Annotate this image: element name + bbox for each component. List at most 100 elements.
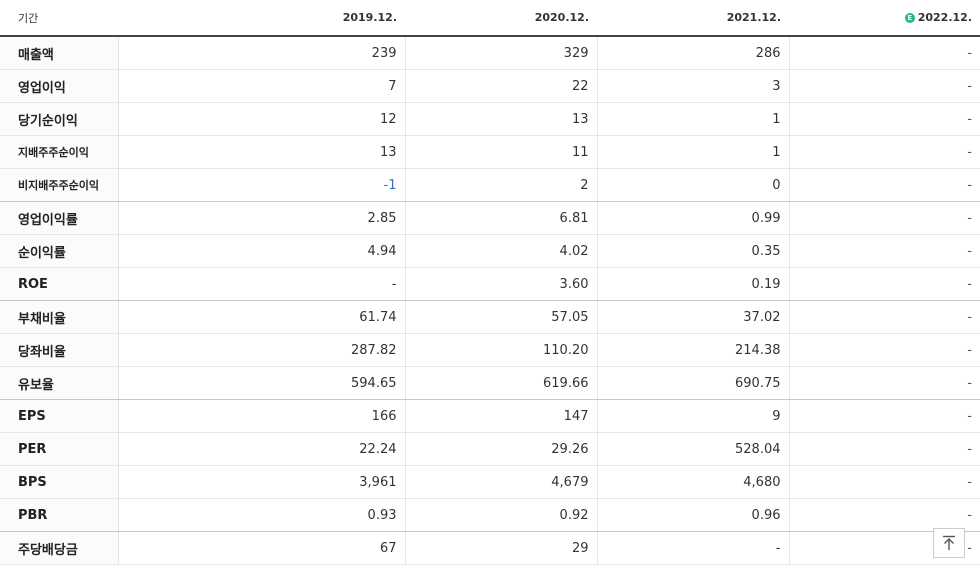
cell: 110.20: [404, 333, 597, 367]
cell: 37.02: [596, 300, 789, 334]
row-label: ROE: [0, 267, 118, 301]
cell: 22: [404, 69, 597, 103]
cell: 1: [596, 102, 789, 136]
cell: 4.94: [117, 234, 405, 268]
cell: 61.74: [117, 300, 405, 334]
cell: -: [117, 267, 405, 301]
table-row: ROE -3.60 0.19-: [0, 267, 980, 301]
year-header: 2019.12.: [118, 0, 405, 37]
scroll-to-top-button[interactable]: [933, 528, 965, 558]
cell: -: [788, 399, 980, 433]
year-header-label: 2022.12.: [917, 11, 972, 24]
cell: -: [788, 168, 980, 202]
cell: -: [788, 465, 980, 499]
table-row: 당기순이익 12 13 1-: [0, 102, 980, 136]
cell: 57.05: [404, 300, 597, 334]
row-label: 영업이익: [0, 69, 118, 103]
table-row: 매출액 239 329 286-: [0, 36, 980, 70]
cell: 4,679: [404, 465, 597, 499]
row-label: 당기순이익: [0, 102, 118, 136]
row-label: PBR: [0, 498, 118, 532]
row-label: 영업이익률: [0, 201, 118, 235]
cell: -: [788, 201, 980, 235]
cell: 11: [404, 135, 597, 169]
cell: 329: [404, 36, 597, 70]
cell: 239: [117, 36, 405, 70]
table-row: 주당배당금 67 29- -: [0, 531, 980, 565]
cell: 7: [117, 69, 405, 103]
period-header: 기간: [0, 0, 118, 37]
row-label: 지배주주순이익: [0, 135, 118, 169]
cell: -: [788, 300, 980, 334]
cell: 147: [404, 399, 597, 433]
table-row: 지배주주순이익 13 11 1-: [0, 135, 980, 169]
cell: 22.24: [117, 432, 405, 466]
cell: 528.04: [596, 432, 789, 466]
cell: 4,680: [596, 465, 789, 499]
cell: 594.65: [117, 366, 405, 400]
cell: -: [788, 234, 980, 268]
table-row: 영업이익률 2.85 6.81 0.99-: [0, 201, 980, 235]
table-row: 당좌비율 287.82 110.20 214.38-: [0, 333, 980, 367]
year-header-estimate: E 2022.12.: [789, 0, 980, 37]
row-label: 매출액: [0, 36, 118, 70]
cell: 13: [404, 102, 597, 136]
cell: 3.60: [404, 267, 597, 301]
cell: 0.19: [596, 267, 789, 301]
cell: 287.82: [117, 333, 405, 367]
cell: 619.66: [404, 366, 597, 400]
table-row: 영업이익 7 22 3-: [0, 69, 980, 103]
table-row: PER 22.24 29.26 528.04-: [0, 432, 980, 466]
cell: 12: [117, 102, 405, 136]
cell: -: [788, 366, 980, 400]
header-row: 기간 2019.12. 2020.12. 2021.12. E 2022.12.: [0, 0, 980, 37]
cell-negative: -1: [117, 168, 405, 202]
row-label: 비지배주주순이익: [0, 168, 118, 202]
cell: 3: [596, 69, 789, 103]
cell: 0.96: [596, 498, 789, 532]
row-label: 유보율: [0, 366, 118, 400]
table-row: 부채비율 61.74 57.05 37.02-: [0, 300, 980, 334]
cell: 2: [404, 168, 597, 202]
row-label: BPS: [0, 465, 118, 499]
row-label: PER: [0, 432, 118, 466]
estimate-icon: E: [904, 13, 915, 23]
cell: 9: [596, 399, 789, 433]
cell: -: [788, 135, 980, 169]
cell: 0: [596, 168, 789, 202]
cell: -: [788, 267, 980, 301]
row-label: EPS: [0, 399, 118, 433]
cell: 13: [117, 135, 405, 169]
cell: -: [788, 432, 980, 466]
year-header: 2020.12.: [405, 0, 597, 37]
row-label: 순이익률: [0, 234, 118, 268]
row-label: 부채비율: [0, 300, 118, 334]
cell: 2.85: [117, 201, 405, 235]
year-header: 2021.12.: [597, 0, 789, 37]
cell: -: [596, 531, 789, 565]
cell: 29: [404, 531, 597, 565]
cell: 0.99: [596, 201, 789, 235]
table-row: 비지배주주순이익 -1 2 0-: [0, 168, 980, 202]
table-row: 유보율 594.65 619.66 690.75-: [0, 366, 980, 400]
cell: 166: [117, 399, 405, 433]
table-row: EPS 166 147 9-: [0, 399, 980, 433]
cell: -: [788, 69, 980, 103]
cell: -: [788, 333, 980, 367]
cell: -: [788, 102, 980, 136]
cell: 3,961: [117, 465, 405, 499]
cell: 286: [596, 36, 789, 70]
row-label: 당좌비율: [0, 333, 118, 367]
cell: 690.75: [596, 366, 789, 400]
cell: -: [788, 36, 980, 70]
cell: 67: [117, 531, 405, 565]
table-row: BPS 3,961 4,679 4,680-: [0, 465, 980, 499]
cell: 214.38: [596, 333, 789, 367]
cell: 0.93: [117, 498, 405, 532]
cell: 0.92: [404, 498, 597, 532]
cell: 0.35: [596, 234, 789, 268]
cell: 4.02: [404, 234, 597, 268]
cell: 29.26: [404, 432, 597, 466]
cell: 6.81: [404, 201, 597, 235]
